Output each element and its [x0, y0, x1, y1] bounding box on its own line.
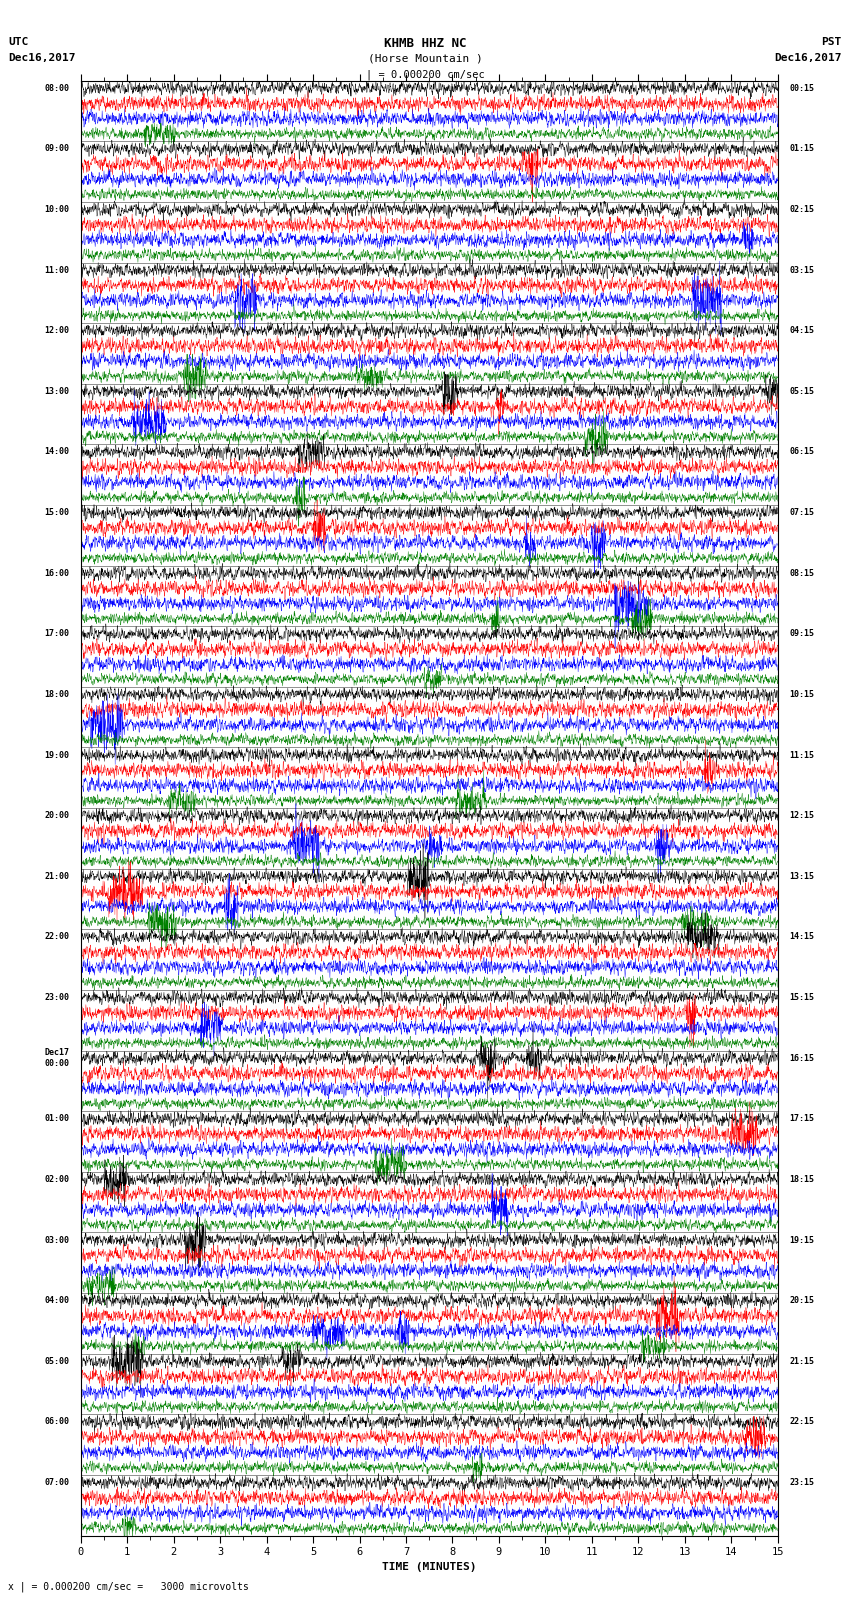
Text: UTC: UTC	[8, 37, 29, 47]
Text: 01:00: 01:00	[44, 1115, 69, 1123]
Text: 10:15: 10:15	[790, 690, 814, 698]
Text: 04:00: 04:00	[44, 1297, 69, 1305]
Text: 03:15: 03:15	[790, 266, 814, 274]
Text: 10:00: 10:00	[44, 205, 69, 215]
Text: 12:00: 12:00	[44, 326, 69, 336]
Text: 18:15: 18:15	[790, 1174, 814, 1184]
Text: 05:00: 05:00	[44, 1357, 69, 1366]
Text: 04:15: 04:15	[790, 326, 814, 336]
Text: 18:00: 18:00	[44, 690, 69, 698]
Text: 13:15: 13:15	[790, 871, 814, 881]
Text: Dec16,2017: Dec16,2017	[774, 53, 842, 63]
Text: 19:00: 19:00	[44, 750, 69, 760]
Text: 07:15: 07:15	[790, 508, 814, 518]
Text: 22:15: 22:15	[790, 1418, 814, 1426]
Text: PST: PST	[821, 37, 842, 47]
Text: 21:00: 21:00	[44, 871, 69, 881]
Text: 02:15: 02:15	[790, 205, 814, 215]
Text: 08:00: 08:00	[44, 84, 69, 92]
Text: 06:15: 06:15	[790, 447, 814, 456]
Text: 17:15: 17:15	[790, 1115, 814, 1123]
Text: 09:15: 09:15	[790, 629, 814, 639]
Text: 20:00: 20:00	[44, 811, 69, 819]
Text: 05:15: 05:15	[790, 387, 814, 395]
Text: 14:15: 14:15	[790, 932, 814, 942]
Text: 02:00: 02:00	[44, 1174, 69, 1184]
Text: 17:00: 17:00	[44, 629, 69, 639]
Text: 19:15: 19:15	[790, 1236, 814, 1245]
Text: 11:15: 11:15	[790, 750, 814, 760]
Text: 06:00: 06:00	[44, 1418, 69, 1426]
Text: 23:00: 23:00	[44, 994, 69, 1002]
Text: 14:00: 14:00	[44, 447, 69, 456]
Text: | = 0.000200 cm/sec: | = 0.000200 cm/sec	[366, 69, 484, 81]
X-axis label: TIME (MINUTES): TIME (MINUTES)	[382, 1561, 477, 1571]
Text: 20:15: 20:15	[790, 1297, 814, 1305]
Text: KHMB HHZ NC: KHMB HHZ NC	[383, 37, 467, 50]
Text: 21:15: 21:15	[790, 1357, 814, 1366]
Text: 01:15: 01:15	[790, 144, 814, 153]
Text: 11:00: 11:00	[44, 266, 69, 274]
Text: 16:15: 16:15	[790, 1053, 814, 1063]
Text: 13:00: 13:00	[44, 387, 69, 395]
Text: (Horse Mountain ): (Horse Mountain )	[367, 53, 483, 63]
Text: 22:00: 22:00	[44, 932, 69, 942]
Text: 12:15: 12:15	[790, 811, 814, 819]
Text: 07:00: 07:00	[44, 1478, 69, 1487]
Text: Dec17
00:00: Dec17 00:00	[44, 1048, 69, 1068]
Text: 23:15: 23:15	[790, 1478, 814, 1487]
Text: x | = 0.000200 cm/sec =   3000 microvolts: x | = 0.000200 cm/sec = 3000 microvolts	[8, 1581, 249, 1592]
Text: 00:15: 00:15	[790, 84, 814, 92]
Text: Dec16,2017: Dec16,2017	[8, 53, 76, 63]
Text: 15:15: 15:15	[790, 994, 814, 1002]
Text: 09:00: 09:00	[44, 144, 69, 153]
Text: 15:00: 15:00	[44, 508, 69, 518]
Text: 03:00: 03:00	[44, 1236, 69, 1245]
Text: 16:00: 16:00	[44, 569, 69, 577]
Text: 08:15: 08:15	[790, 569, 814, 577]
